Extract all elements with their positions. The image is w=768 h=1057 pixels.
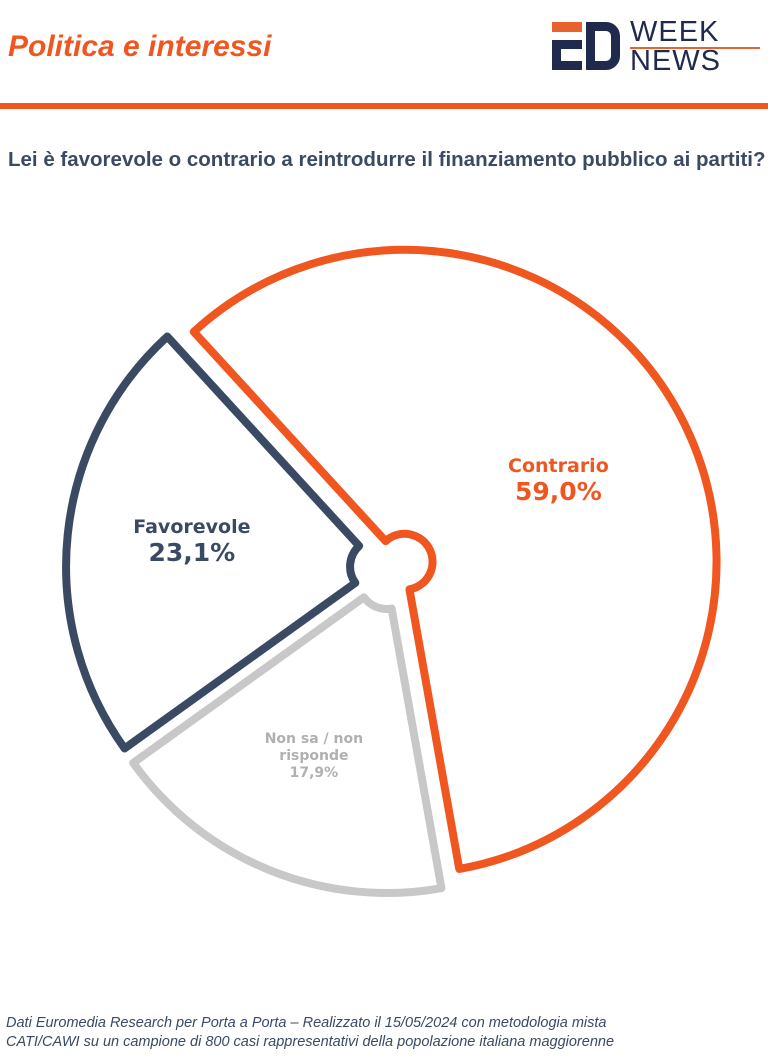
header-divider [0,103,768,109]
data-label-value: 59,0% [515,477,602,506]
data-label-category: Contrario [508,455,609,477]
footer-note: Dati Euromedia Research per Porta a Port… [6,1014,768,1052]
data-label-value: 17,9% [290,765,339,781]
pie-slice-non-sa-non-risponde [129,593,446,897]
chart-question: Lei è favorevole o contrario a reintrodu… [8,148,766,171]
data-label-category: risponde [279,748,348,764]
logo-word-news: NEWS [630,45,721,77]
logo-word-week: WEEK [630,16,720,48]
logo-line [630,47,760,49]
logo-mark-e [552,40,582,70]
footer-line-2: CATI/CAWI su un campione di 800 casi rap… [6,1034,615,1050]
logo-mark-r [586,22,620,70]
pie-slice-favorevole [62,332,364,753]
logo-mark [552,22,582,32]
data-label-category: Non sa / non [265,731,363,747]
page-title: Politica e interessi [8,30,272,63]
logo: WEEK NEWS [552,18,762,78]
data-label-value: 23,1% [149,538,236,567]
data-label-category: Favorevole [133,516,250,538]
pie-slice-contrario [189,245,721,873]
footer-line-1: Dati Euromedia Research per Porta a Port… [6,1015,607,1031]
